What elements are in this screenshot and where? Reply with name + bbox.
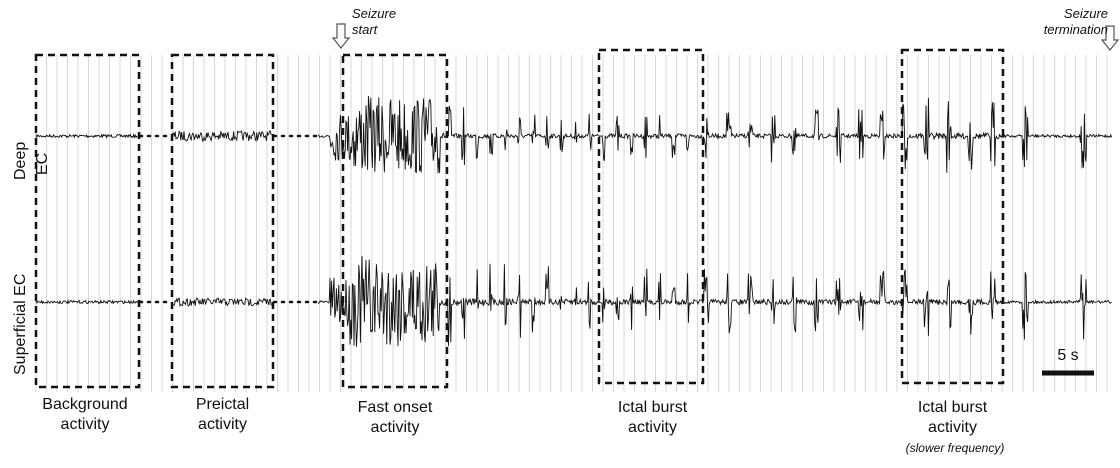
deep-ec-trace-segment-1 (171, 130, 272, 143)
box-label-background: Background activity (42, 396, 128, 433)
channel-superficial-text: Superficial EC (12, 273, 29, 375)
channel-deep-line2: EC (34, 152, 51, 175)
trace-gap-dots (138, 134, 318, 304)
dashed-box-0 (34, 53, 141, 389)
deep-ec-trace-segment-0 (35, 133, 138, 139)
time-gridlines (35, 55, 1108, 392)
deep-ec-trace-segment-2 (317, 96, 1113, 174)
box-label-ictal-burst-slow: Ictal burst activity (917, 399, 988, 436)
superficial-ec-trace-segment-1 (171, 297, 272, 307)
dashed-box-1 (170, 53, 275, 389)
dashed-box-3 (597, 48, 705, 385)
dashed-box-2 (341, 53, 449, 389)
channel-label-superficial-ec: Superficial EC (12, 274, 30, 375)
box-note-slower-frequency: (slower frequency) (905, 441, 1005, 455)
eeg-traces (35, 96, 1113, 347)
channel-deep-line1: Deep (12, 141, 29, 180)
superficial-ec-trace-segment-2 (317, 255, 1112, 347)
seizure-markers (331, 23, 1120, 51)
scale-bar-label: 5 s (1057, 347, 1079, 364)
seizure-termination-arrow (1100, 25, 1120, 51)
seizure-start-arrow (331, 23, 351, 49)
seizure-termination-label: Seizure termination (1043, 6, 1108, 37)
dashed-box-4 (900, 48, 1005, 385)
box-label-preictal: Preictal activity (195, 396, 250, 433)
annotation-boxes (34, 48, 1005, 389)
channel-label-deep-ec: Deep (12, 142, 30, 180)
channel-label-deep-ec-2: EC (34, 153, 52, 175)
superficial-ec-trace-segment-0 (35, 299, 138, 305)
seizure-start-label: Seizure start (352, 6, 397, 37)
box-label-ictal-burst: Ictal burst activity (617, 399, 688, 436)
box-label-fast-onset: Fast onset activity (357, 399, 433, 436)
